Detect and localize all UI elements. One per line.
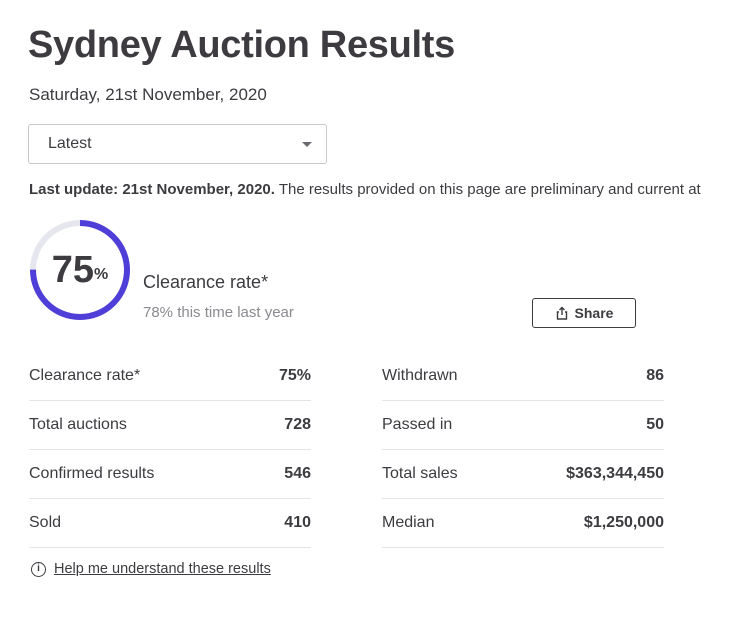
stat-row-confirmed-results: Confirmed results 546: [29, 450, 311, 499]
stat-value: 728: [284, 416, 311, 433]
stat-row-clearance-rate: Clearance rate* 75%: [29, 352, 311, 401]
stat-label: Total sales: [382, 465, 458, 482]
chevron-down-icon: [302, 141, 312, 147]
stat-value: 410: [284, 514, 311, 531]
stat-label: Median: [382, 514, 435, 531]
info-icon: i: [31, 561, 46, 577]
stat-value: 50: [646, 416, 664, 433]
last-update-text: The results provided on this page are pr…: [274, 181, 701, 198]
last-update-date: Last update: 21st November, 2020.: [29, 181, 275, 198]
stat-row-total-auctions: Total auctions 728: [29, 401, 311, 450]
stat-value: 86: [646, 367, 664, 384]
stat-value: $363,344,450: [566, 465, 664, 482]
share-button[interactable]: Share: [532, 298, 636, 328]
share-icon: [555, 306, 569, 320]
clearance-rate-label: Clearance rate*: [143, 272, 269, 292]
stat-label: Sold: [29, 514, 62, 531]
stat-row-passed-in: Passed in 50: [382, 401, 664, 450]
stat-label: Clearance rate*: [29, 367, 141, 384]
results-period-select[interactable]: Latest: [28, 124, 327, 164]
stats-table-right: Withdrawn 86 Passed in 50 Total sales $3…: [382, 352, 664, 548]
stat-value: $1,250,000: [583, 514, 664, 531]
stat-row-sold: Sold 410: [29, 499, 311, 548]
gauge-fill: [30, 220, 130, 320]
last-update-notice: Last update: 21st November, 2020. The re…: [29, 181, 739, 198]
share-label: Share: [574, 305, 614, 321]
gauge-label: 75%: [28, 218, 132, 322]
auction-date: Saturday, 21st November, 2020: [29, 85, 267, 104]
stat-row-withdrawn: Withdrawn 86: [382, 352, 664, 401]
clearance-gauge: 75%: [28, 218, 132, 322]
stat-label: Passed in: [382, 416, 453, 433]
stat-label: Confirmed results: [29, 465, 155, 482]
stat-value: 75%: [278, 367, 311, 384]
stat-label: Withdrawn: [382, 367, 458, 384]
help-link[interactable]: i Help me understand these results: [31, 561, 271, 577]
stat-value: 546: [284, 465, 311, 482]
gauge-ring: [30, 220, 130, 320]
stat-row-median: Median $1,250,000: [382, 499, 664, 548]
gauge-value: 75: [51, 248, 95, 291]
stat-row-total-sales: Total sales $363,344,450: [382, 450, 664, 499]
stats-table-left: Clearance rate* 75% Total auctions 728 C…: [29, 352, 311, 548]
gauge-unit: %: [94, 266, 109, 283]
page-title: Sydney Auction Results: [28, 24, 455, 66]
clearance-rate-comparison: 78% this time last year: [143, 304, 294, 321]
select-value: Latest: [48, 135, 92, 152]
stat-label: Total auctions: [29, 416, 127, 433]
help-link-label: Help me understand these results: [54, 561, 271, 577]
